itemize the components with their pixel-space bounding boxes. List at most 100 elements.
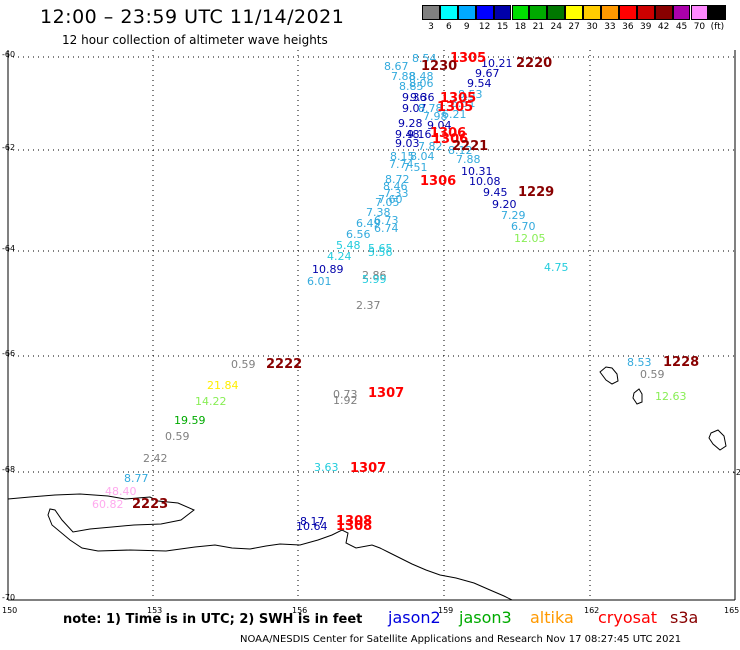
wave-height-value: 8.72 [385,173,410,186]
wave-height-value: 10.31 [461,165,493,178]
colorbar-swatch [529,5,548,20]
lat-label: -68 [2,465,16,474]
colorbar-label: (ft) [710,22,725,32]
pass-time-label: 2220 [516,56,553,71]
wave-height-value: 6.74 [374,222,399,235]
colorbar-swatch [422,5,440,20]
colorbar-label: 24 [550,22,562,32]
wave-height-value: 2.42 [143,452,168,465]
wave-height-value: 5.56 [368,246,393,259]
wave-height-value: 9.16 [407,128,432,141]
colorbar-swatch [511,5,530,20]
wave-height-value: 10.21 [481,57,513,70]
wave-height-value: 10.89 [312,263,344,276]
wave-height-value: 21.84 [207,379,239,392]
wave-height-value: 9.36 [410,91,435,104]
pass-time-label: 1308 [336,519,373,534]
wave-height-value: 12.05 [514,232,546,245]
wave-height-value: 7.60 [378,193,403,206]
footer-credit: NOAA/NESDIS Center for Satellite Applica… [240,634,682,645]
colorbar-label: 39 [640,22,652,32]
pass-time-label: 1230 [421,59,458,74]
wave-height-value: 10.08 [469,175,501,188]
pass-time-label: 1305 [437,100,474,115]
lon-grid [152,50,591,600]
wave-height-value: 7.33 [384,187,409,200]
colorbar-swatch [547,5,566,20]
lat-label: -66 [2,349,16,358]
wave-height-value: 7.05 [375,196,400,209]
pass-time-label: 1229 [518,185,555,200]
wave-height-value: 6.70 [511,220,536,233]
colorbar-swatch [690,5,709,20]
pass-time-label: 2222 [266,357,303,372]
wave-height-value: 7.38 [366,206,391,219]
wave-height-value: 8.54 [412,52,437,65]
colorbar-swatch [708,5,727,20]
pass-time-label: 1306 [430,126,467,141]
wave-height-value: 4.75 [544,261,569,274]
colorbar-swatch [636,5,655,20]
lat-label: -60 [2,50,16,59]
colorbar-label: 45 [675,22,688,32]
wave-height-value: 8.48 [409,70,434,83]
legend-jason2: jason2 [388,608,441,627]
colorbar-label: 12 [478,22,491,32]
wave-height-value: 0.59 [640,368,665,381]
wave-height-value: 8.04 [410,150,435,163]
colorbar-label: 3 [428,22,434,32]
wave-height-value: 5.48 [336,239,361,252]
wave-height-value: 9.04 [427,119,452,132]
colorbar-swatch [672,5,691,20]
island [708,429,727,451]
wave-height-value: 6.56 [346,228,371,241]
wave-height-value: 9.07 [402,102,427,115]
island [632,388,643,405]
wave-height-value: 19.59 [174,414,206,427]
lon-label: 162 [584,606,600,615]
wave-height-value: 8.53 [627,356,652,369]
footer-note: note: 1) Time is in UTC; 2) SWH is in fe… [63,612,363,627]
wave-height-value: 8.77 [124,472,149,485]
lon-label: 153 [147,606,163,615]
colorbar-swatch [475,5,494,20]
wave-height-value: 4.24 [327,250,352,263]
pass-time-label: 2221 [452,139,489,154]
page-title: 12:00 – 23:59 UTC 11/14/2021 [40,6,345,28]
wave-height-value: 6.49 [356,217,381,230]
wave-height-value: 5.65 [368,242,393,255]
lat-label: -70 [2,593,16,602]
colorbar-label: 33 [604,22,616,32]
island [599,366,619,385]
wave-height-value: 10.64 [296,520,328,533]
wave-height-value: 9.54 [467,77,492,90]
lon-label: 150 [2,606,18,615]
colorbar-label: 6 [445,22,452,32]
wave-height-value: 0.59 [165,430,190,443]
wave-height-value: 1.92 [333,394,358,407]
wave-height-value: 8.53 [458,88,483,101]
wave-height-value: 12.63 [655,390,687,403]
legend-jason3: jason3 [459,608,512,627]
wave-height-value: 9.45 [483,186,508,199]
wave-height-value: 8.85 [399,80,424,93]
wave-height-value: 7.29 [501,209,526,222]
wave-height-value: 2.37 [356,299,381,312]
wave-height-value: 6.73 [374,214,399,227]
map-border [7,50,736,601]
lon-label: 156 [292,606,308,615]
wave-height-value: 8.06 [409,77,434,90]
wave-height-value: 8.17 [300,515,325,528]
wave-height-value: 8.78 [418,102,443,115]
colorbar-swatch [654,5,673,20]
colorbar-label: 30 [586,22,598,32]
legend-altika: altika [530,608,574,627]
colorbar-swatch [601,5,619,20]
pass-time-label: 1308 [336,514,373,529]
pass-time-label: 1305 [440,91,477,106]
wave-height-value: 48.40 [105,485,137,498]
wave-height-value: 2.86 [362,269,387,282]
colorbar-label: 42 [657,22,670,32]
wave-height-value: 5.99 [362,273,387,286]
